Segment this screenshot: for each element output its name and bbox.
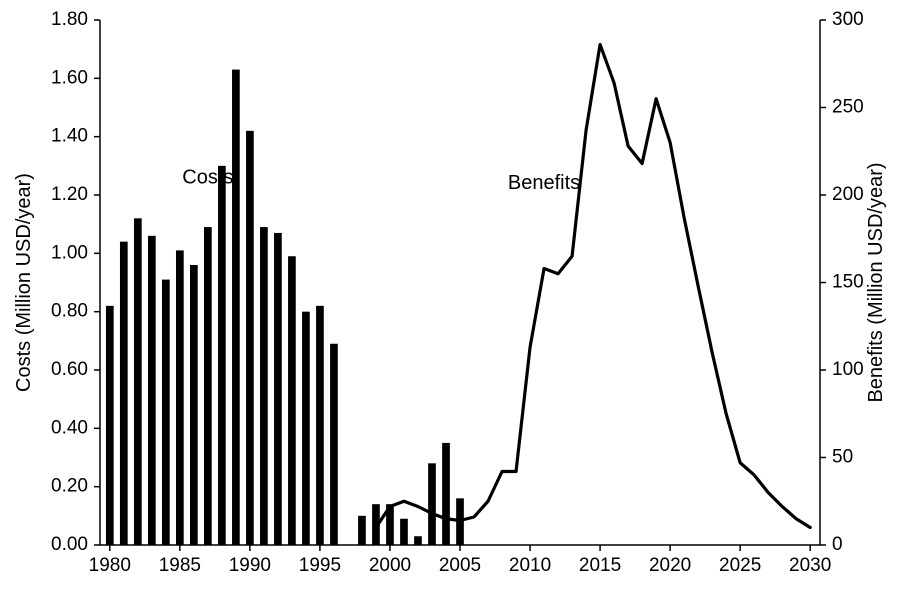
y-left-tick-label: 1.20 <box>51 184 88 205</box>
x-tick-label: 2020 <box>649 555 691 576</box>
cost-bar <box>358 516 366 545</box>
cost-bar <box>260 227 268 545</box>
y-left-tick-label: 1.80 <box>51 9 88 30</box>
cost-bar <box>414 536 422 545</box>
x-tick-label: 1995 <box>299 555 341 576</box>
cost-bar <box>218 166 226 545</box>
cost-bar <box>246 131 254 545</box>
x-tick-label: 2015 <box>579 555 621 576</box>
cost-bar <box>176 250 184 545</box>
benefits-annotation: Benefits <box>508 172 580 194</box>
cost-bar <box>204 227 212 545</box>
y-right-tick-label: 0 <box>832 534 843 555</box>
cost-bar <box>120 242 128 545</box>
cost-bar <box>274 233 282 545</box>
x-tick-label: 2010 <box>509 555 551 576</box>
y-left-tick-label: 1.60 <box>51 67 88 88</box>
x-tick-label: 2025 <box>719 555 761 576</box>
cost-bar <box>232 70 240 545</box>
x-tick-label: 2000 <box>369 555 411 576</box>
cost-bar <box>134 218 142 545</box>
x-tick-label: 2005 <box>439 555 481 576</box>
cost-bar <box>442 443 450 545</box>
y-left-tick-label: 0.20 <box>51 476 88 497</box>
x-tick-label: 1990 <box>229 555 271 576</box>
cost-bar <box>106 306 114 545</box>
y-left-axis-label: Costs (Million USD/year) <box>13 173 35 392</box>
benefits-line <box>376 45 810 528</box>
y-right-tick-label: 50 <box>832 447 853 468</box>
cost-bar <box>288 256 296 545</box>
chart-svg: 0.00 0.20 0.40 0.60 0.80 1.00 1.20 1.40 1.60 1.80… <box>0 0 898 603</box>
cost-bar <box>330 344 338 545</box>
y-right-tick-label: 200 <box>832 184 864 205</box>
y-right-tick-label: 150 <box>832 272 864 293</box>
cost-bar <box>302 312 310 545</box>
costs-annotation: Costs <box>182 166 233 188</box>
y-left-tick-label: 0.00 <box>51 534 88 555</box>
y-right-axis-label: Benefits (Million USD/year) <box>865 162 887 402</box>
y-left-tick-label: 1.40 <box>51 126 88 147</box>
cost-bar <box>162 280 170 545</box>
y-right-tick-label: 250 <box>832 97 864 118</box>
cost-bar <box>428 463 436 545</box>
x-tick-label: 2030 <box>789 555 831 576</box>
y-left-tick-label: 0.80 <box>51 301 88 322</box>
cost-bar <box>148 236 156 545</box>
x-tick-label: 1985 <box>159 555 201 576</box>
costs-benefits-chart: 0.00 0.20 0.40 0.60 0.80 1.00 1.20 1.40 1.60 1.80… <box>0 0 898 603</box>
y-left-tick-label: 0.40 <box>51 417 88 438</box>
x-tick-label: 1980 <box>89 555 131 576</box>
y-right-tick-label: 300 <box>832 9 864 30</box>
y-left-tick-label: 0.60 <box>51 359 88 380</box>
y-right-tick-label: 100 <box>832 359 864 380</box>
cost-bar <box>190 265 198 545</box>
cost-bar <box>316 306 324 545</box>
cost-bar <box>400 519 408 545</box>
y-left-tick-label: 1.00 <box>51 242 88 263</box>
